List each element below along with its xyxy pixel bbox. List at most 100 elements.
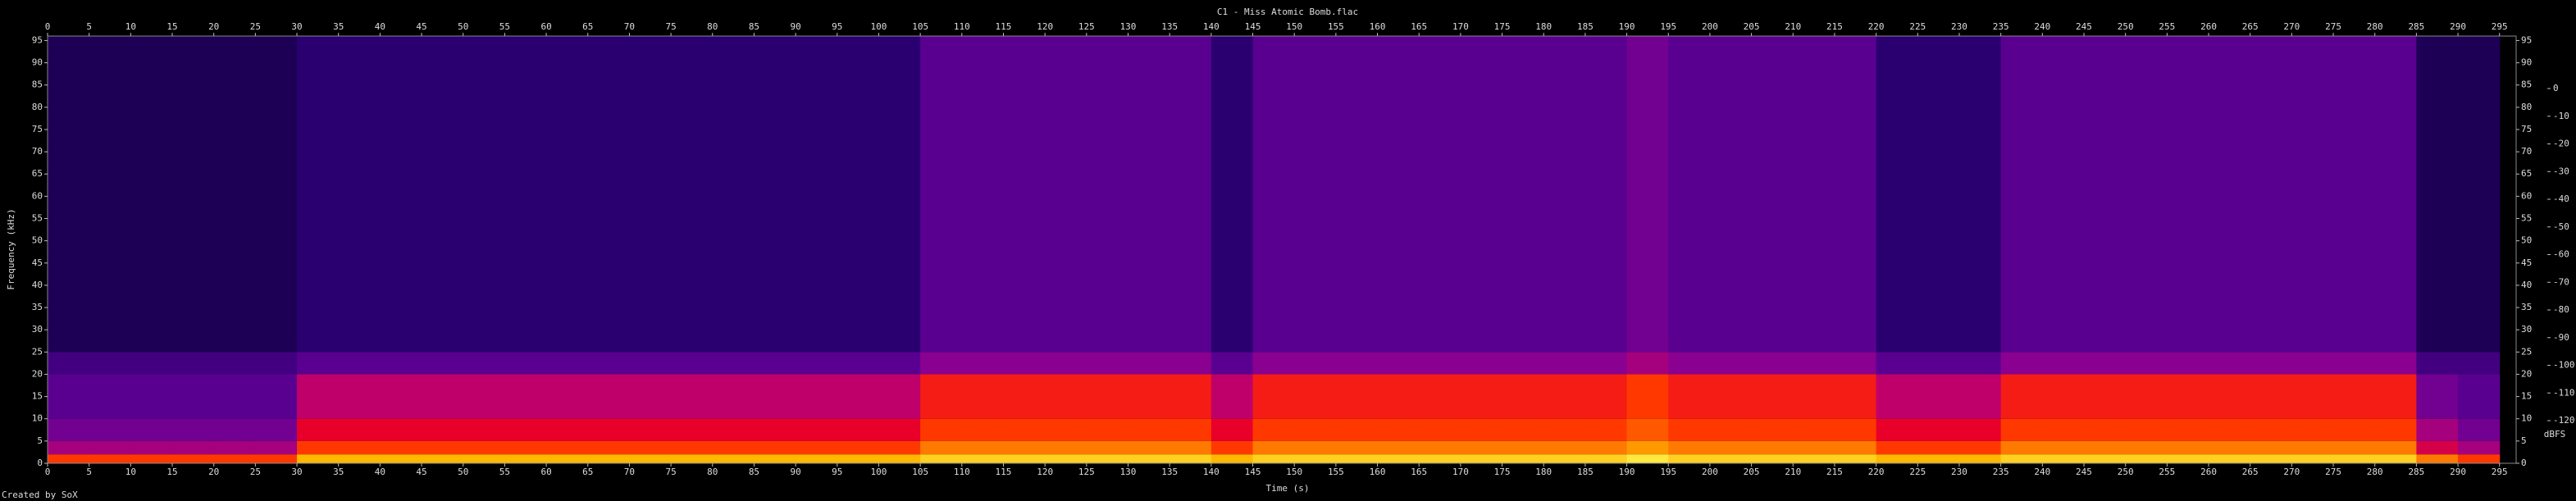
heatmap-cell [1294, 36, 1337, 353]
x-tick-label: 65 [582, 467, 593, 477]
heatmap-cell [130, 352, 173, 375]
colorbar [2541, 89, 2547, 421]
heatmap-cell [380, 352, 422, 375]
heatmap-cell [2416, 418, 2459, 441]
heatmap-cell [2333, 454, 2376, 463]
heatmap-cell [2167, 440, 2209, 455]
x-tick-label: 75 [665, 467, 676, 477]
heatmap-cell [1876, 454, 1918, 463]
heatmap-cell [2125, 440, 2168, 455]
heatmap-cell [1543, 418, 1586, 441]
heatmap-cell [213, 440, 256, 455]
x-tick-label: 90 [790, 467, 800, 477]
heatmap-cell [2209, 454, 2251, 463]
x-tick-label: 130 [1120, 467, 1137, 477]
heatmap-cell [1834, 36, 1877, 353]
heatmap-cell [629, 418, 672, 441]
heatmap-cell [1751, 454, 1794, 463]
heatmap-cell [1751, 418, 1794, 441]
x-tick-label: 70 [624, 467, 635, 477]
heatmap-cell [1668, 352, 1711, 375]
heatmap-cell [2374, 440, 2417, 455]
heatmap-cell [2167, 374, 2209, 419]
x-tick-label: 230 [1951, 467, 1967, 477]
x-tick-label: 265 [2242, 467, 2259, 477]
x-tick-label: 60 [540, 467, 551, 477]
y-tick-label-right: 15 [2521, 391, 2532, 402]
x-tick-label: 105 [912, 467, 928, 477]
x-tick-label-top: 30 [291, 21, 302, 32]
heatmap-cell [1502, 36, 1544, 353]
heatmap-cell [2209, 352, 2251, 375]
y-tick-label: 15 [32, 391, 43, 402]
heatmap-cell [920, 440, 963, 455]
heatmap-cell [1252, 440, 1295, 455]
x-tick-label: 250 [2118, 467, 2134, 477]
heatmap-cell [463, 374, 505, 419]
x-tick-label: 120 [1037, 467, 1053, 477]
heatmap-cell [2083, 418, 2127, 441]
heatmap-cell [2416, 36, 2459, 353]
x-tick-label: 280 [2367, 467, 2383, 477]
heatmap-cell [1709, 374, 1753, 419]
heatmap-cell [1917, 440, 1960, 455]
heatmap-cell [1294, 454, 1337, 463]
heatmap-cell [1793, 374, 1835, 419]
heatmap-cell [961, 440, 1004, 455]
heatmap-cell [587, 352, 630, 375]
x-tick-label-top: 230 [1951, 21, 1967, 32]
heatmap-cell [754, 352, 796, 375]
heatmap-cell [48, 440, 90, 455]
y-tick-label-right: 10 [2521, 413, 2532, 424]
heatmap-cell [297, 418, 340, 441]
y-tick-label: 40 [32, 280, 43, 290]
heatmap-cell [422, 454, 464, 463]
x-tick-label: 25 [250, 467, 261, 477]
y-tick-label-right: 85 [2521, 80, 2532, 90]
y-tick-label: 90 [32, 57, 43, 68]
heatmap-cell [587, 418, 630, 441]
y-tick-label-right: 90 [2521, 57, 2532, 68]
y-tick-label-right: 0 [2521, 458, 2527, 468]
heatmap-cell [754, 418, 796, 441]
y-tick-label: 75 [32, 124, 43, 134]
x-tick-label-top: 70 [624, 21, 635, 32]
x-tick-label-top: 130 [1120, 21, 1137, 32]
heatmap-cell [671, 352, 714, 375]
x-tick-label-top: 275 [2325, 21, 2341, 32]
x-tick-label: 170 [1452, 467, 1469, 477]
heatmap-cell [712, 374, 755, 419]
heatmap-cell [1668, 36, 1711, 353]
x-tick-label-top: 195 [1660, 21, 1676, 32]
x-tick-label: 145 [1245, 467, 1261, 477]
heatmap-cell [1460, 36, 1503, 353]
heatmap-cell [2083, 36, 2127, 353]
heatmap-cell [1876, 374, 1918, 419]
heatmap-cell [1419, 440, 1461, 455]
x-tick-label-top: 180 [1535, 21, 1552, 32]
heatmap-cell [1626, 418, 1669, 441]
heatmap-cell [1460, 440, 1503, 455]
x-tick-label: 15 [166, 467, 177, 477]
heatmap-cell [1086, 36, 1129, 353]
heatmap-cell [837, 374, 879, 419]
y-tick-label-right: 20 [2521, 368, 2532, 379]
y-tick-label-right: 95 [2521, 34, 2532, 45]
heatmap-cell [1003, 454, 1046, 463]
heatmap-cell [961, 418, 1004, 441]
heatmap-cell [1045, 352, 1087, 375]
heatmap-cell [338, 352, 381, 375]
x-tick-label: 175 [1494, 467, 1511, 477]
heatmap-cell [796, 352, 838, 375]
heatmap-cell [213, 418, 256, 441]
heatmap-cell [796, 440, 838, 455]
x-tick-label-top: 260 [2200, 21, 2217, 32]
heatmap-cell [1709, 440, 1753, 455]
heatmap-cell [712, 352, 755, 375]
x-tick-label-top: 105 [912, 21, 928, 32]
heatmap-cell [1086, 374, 1129, 419]
heatmap-cell [2333, 36, 2376, 353]
heatmap-cell [629, 440, 672, 455]
heatmap-cell [712, 454, 755, 463]
heatmap-cell [463, 454, 505, 463]
